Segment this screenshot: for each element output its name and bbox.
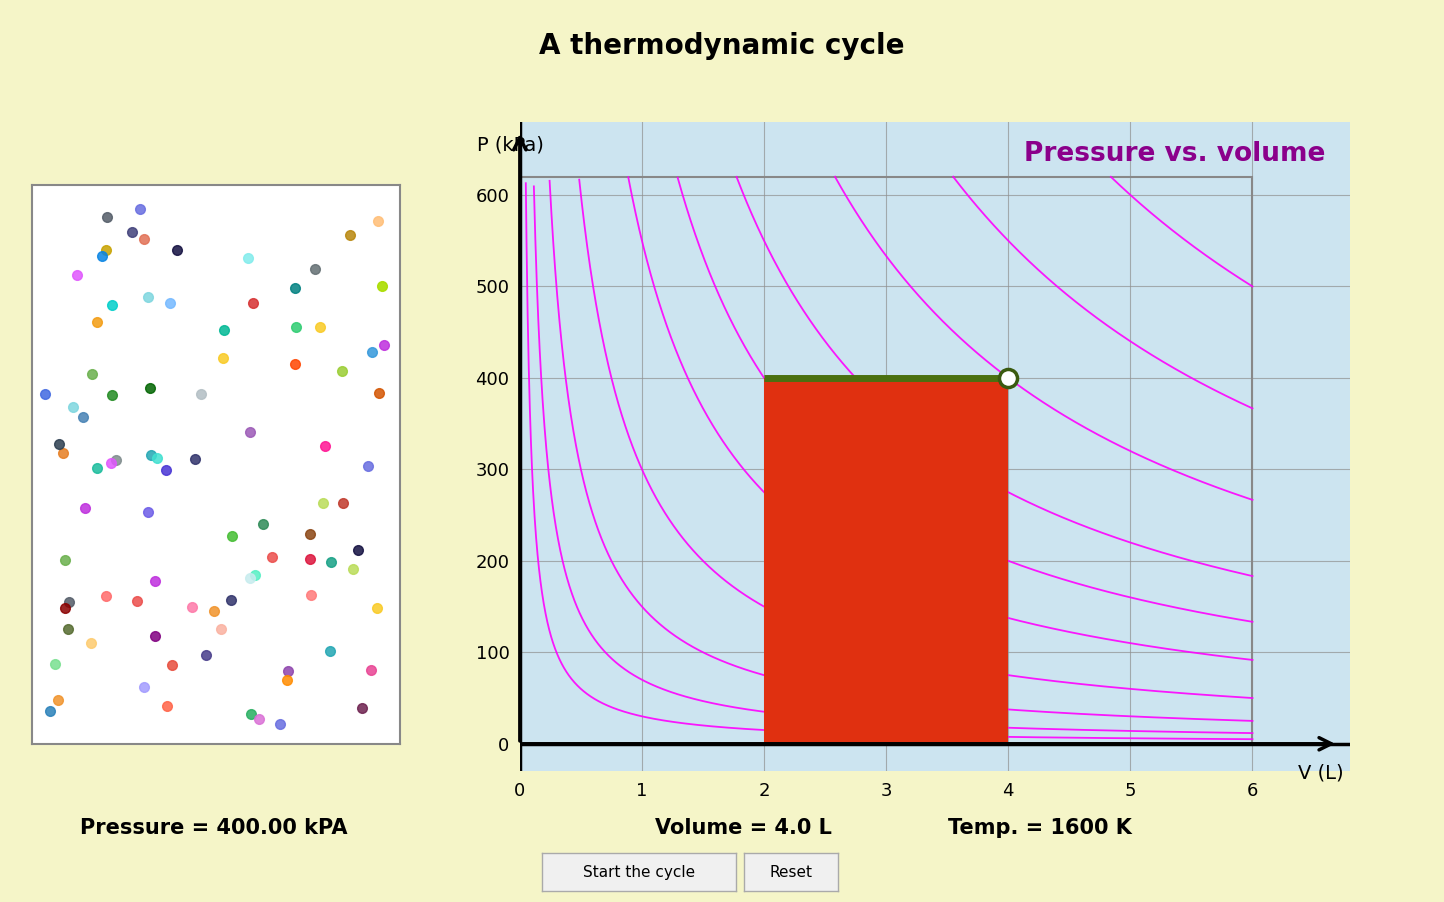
Text: Pressure vs. volume: Pressure vs. volume [1024,142,1326,167]
Text: Temp. = 1600 K: Temp. = 1600 K [947,818,1132,838]
Text: P (kPa): P (kPa) [477,135,544,154]
Bar [764,378,1008,744]
Text: A thermodynamic cycle: A thermodynamic cycle [539,32,905,60]
Text: Start the cycle: Start the cycle [583,865,695,879]
Text: Pressure = 400.00 kPA: Pressure = 400.00 kPA [79,818,348,838]
Bar [520,177,1252,744]
Text: Reset: Reset [770,865,812,879]
Text: Volume = 4.0 L: Volume = 4.0 L [656,818,832,838]
Text: V (L): V (L) [1298,764,1344,783]
